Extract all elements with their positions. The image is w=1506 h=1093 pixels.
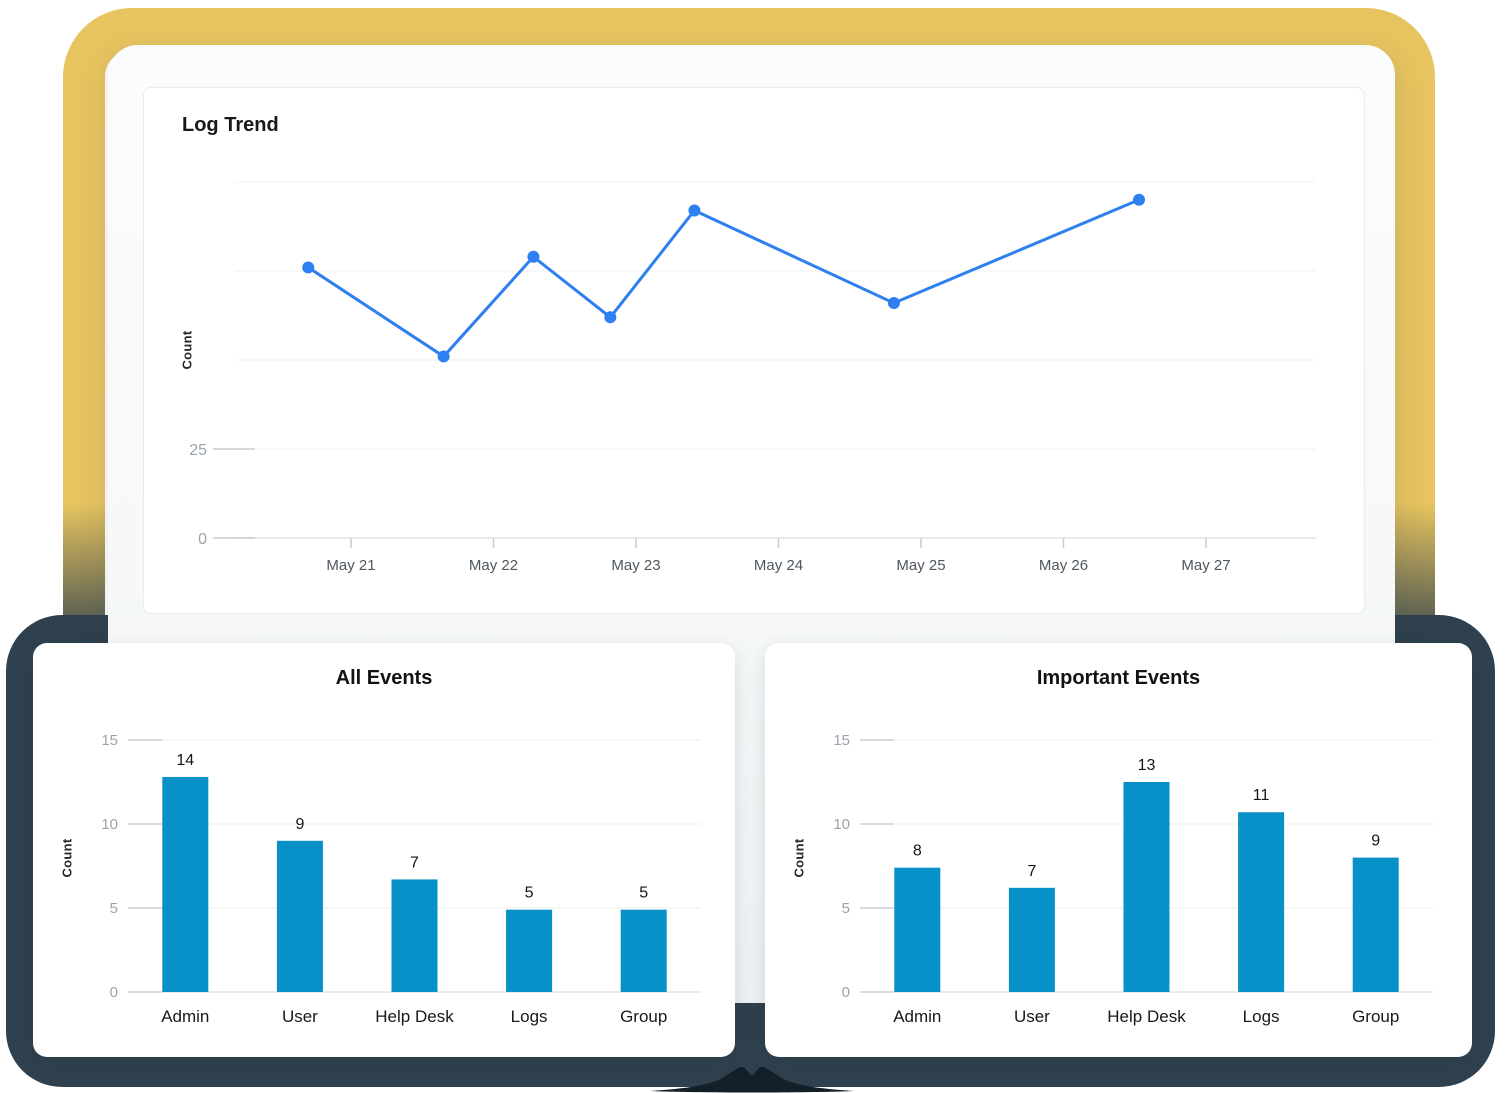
log-trend-card: 25 0 May 21 May 22 May 23 May 24 May 25 May 26 M… [143,87,1365,614]
trend-line [306,198,1141,358]
category-label: Admin [893,1007,941,1026]
data-point [1133,193,1146,206]
category-label: Help Desk [375,1007,454,1026]
y-tick-label: 0 [110,984,118,1001]
bar-value-label: 7 [410,854,419,871]
x-tick-label: May 27 [1181,557,1230,574]
bar-logs [506,909,553,992]
category-label: Logs [1243,1007,1280,1026]
bar-value-label: 7 [1027,863,1036,880]
all-events-plot: 0 5 10 15 14 Admin 9 User 7 Help Desk 5 Logs 5 Group [101,732,701,1026]
category-label: User [282,1007,318,1026]
x-tick-label: May 26 [1039,557,1088,574]
y-tick-label: 25 [189,442,207,459]
bar-value-label: 9 [295,816,304,833]
bird-silhouette [650,1067,854,1093]
important-events-plot: 0 5 10 15 8 Admin 7 User 13 Help Desk 11 Logs 9 Group [833,732,1433,1026]
bar-help-desk [391,879,438,992]
log-trend-title: Log Trend [182,114,279,136]
bar-user [1008,887,1055,992]
data-point [887,297,900,310]
category-label: Group [620,1007,667,1026]
bar-admin [162,776,209,992]
bar-value-label: 9 [1371,833,1380,850]
y-tick-label: 0 [198,531,207,548]
important-events-title: Important Events [1036,667,1201,689]
bar-admin [894,867,941,992]
y-tick-label: 5 [110,900,118,917]
x-tick-label: May 23 [611,557,660,574]
bar-group [1352,857,1399,992]
bar-value-label: 8 [913,843,922,860]
data-point [604,311,617,324]
y-tick-label: 10 [101,816,118,833]
y-tick-label: 15 [101,732,118,749]
bar-group [620,909,667,992]
category-label: User [1014,1007,1050,1026]
bar-value-label: 11 [1253,787,1270,804]
bar-value-label: 5 [639,885,648,902]
x-tick-label: May 22 [469,557,518,574]
category-label: Admin [161,1007,209,1026]
all-events-card: All Events Count 0 5 10 15 14 Admin 9 User 7 Help… [33,643,735,1057]
y-tick-label: 5 [842,900,850,917]
log-trend-y-axis-label: Count [179,330,195,370]
data-point [527,250,540,263]
data-point [437,350,450,363]
data-point [302,261,315,274]
x-tick-label: May 25 [896,557,945,574]
bar-help-desk [1123,782,1170,992]
important-events-card: Important Events Count 0 5 10 15 8 Admin 7 User… [765,643,1472,1057]
category-label: Group [1352,1007,1399,1026]
bar-value-label: 13 [1138,757,1156,774]
bar-user [276,840,323,992]
y-tick-label: 15 [833,732,850,749]
category-label: Logs [511,1007,548,1026]
x-tick-label: May 24 [754,557,803,574]
category-label: Help Desk [1107,1007,1186,1026]
all-events-title: All Events [335,667,433,689]
x-tick-label: May 21 [326,557,375,574]
bar-value-label: 14 [176,752,194,769]
data-point [688,204,701,217]
bar-value-label: 5 [525,885,534,902]
log-trend-plot: 25 0 May 21 May 22 May 23 May 24 May 25 May 26 M… [189,181,1316,574]
bar-logs [1238,812,1285,992]
y-tick-label: 0 [842,984,850,1001]
y-tick-label: 10 [833,816,850,833]
